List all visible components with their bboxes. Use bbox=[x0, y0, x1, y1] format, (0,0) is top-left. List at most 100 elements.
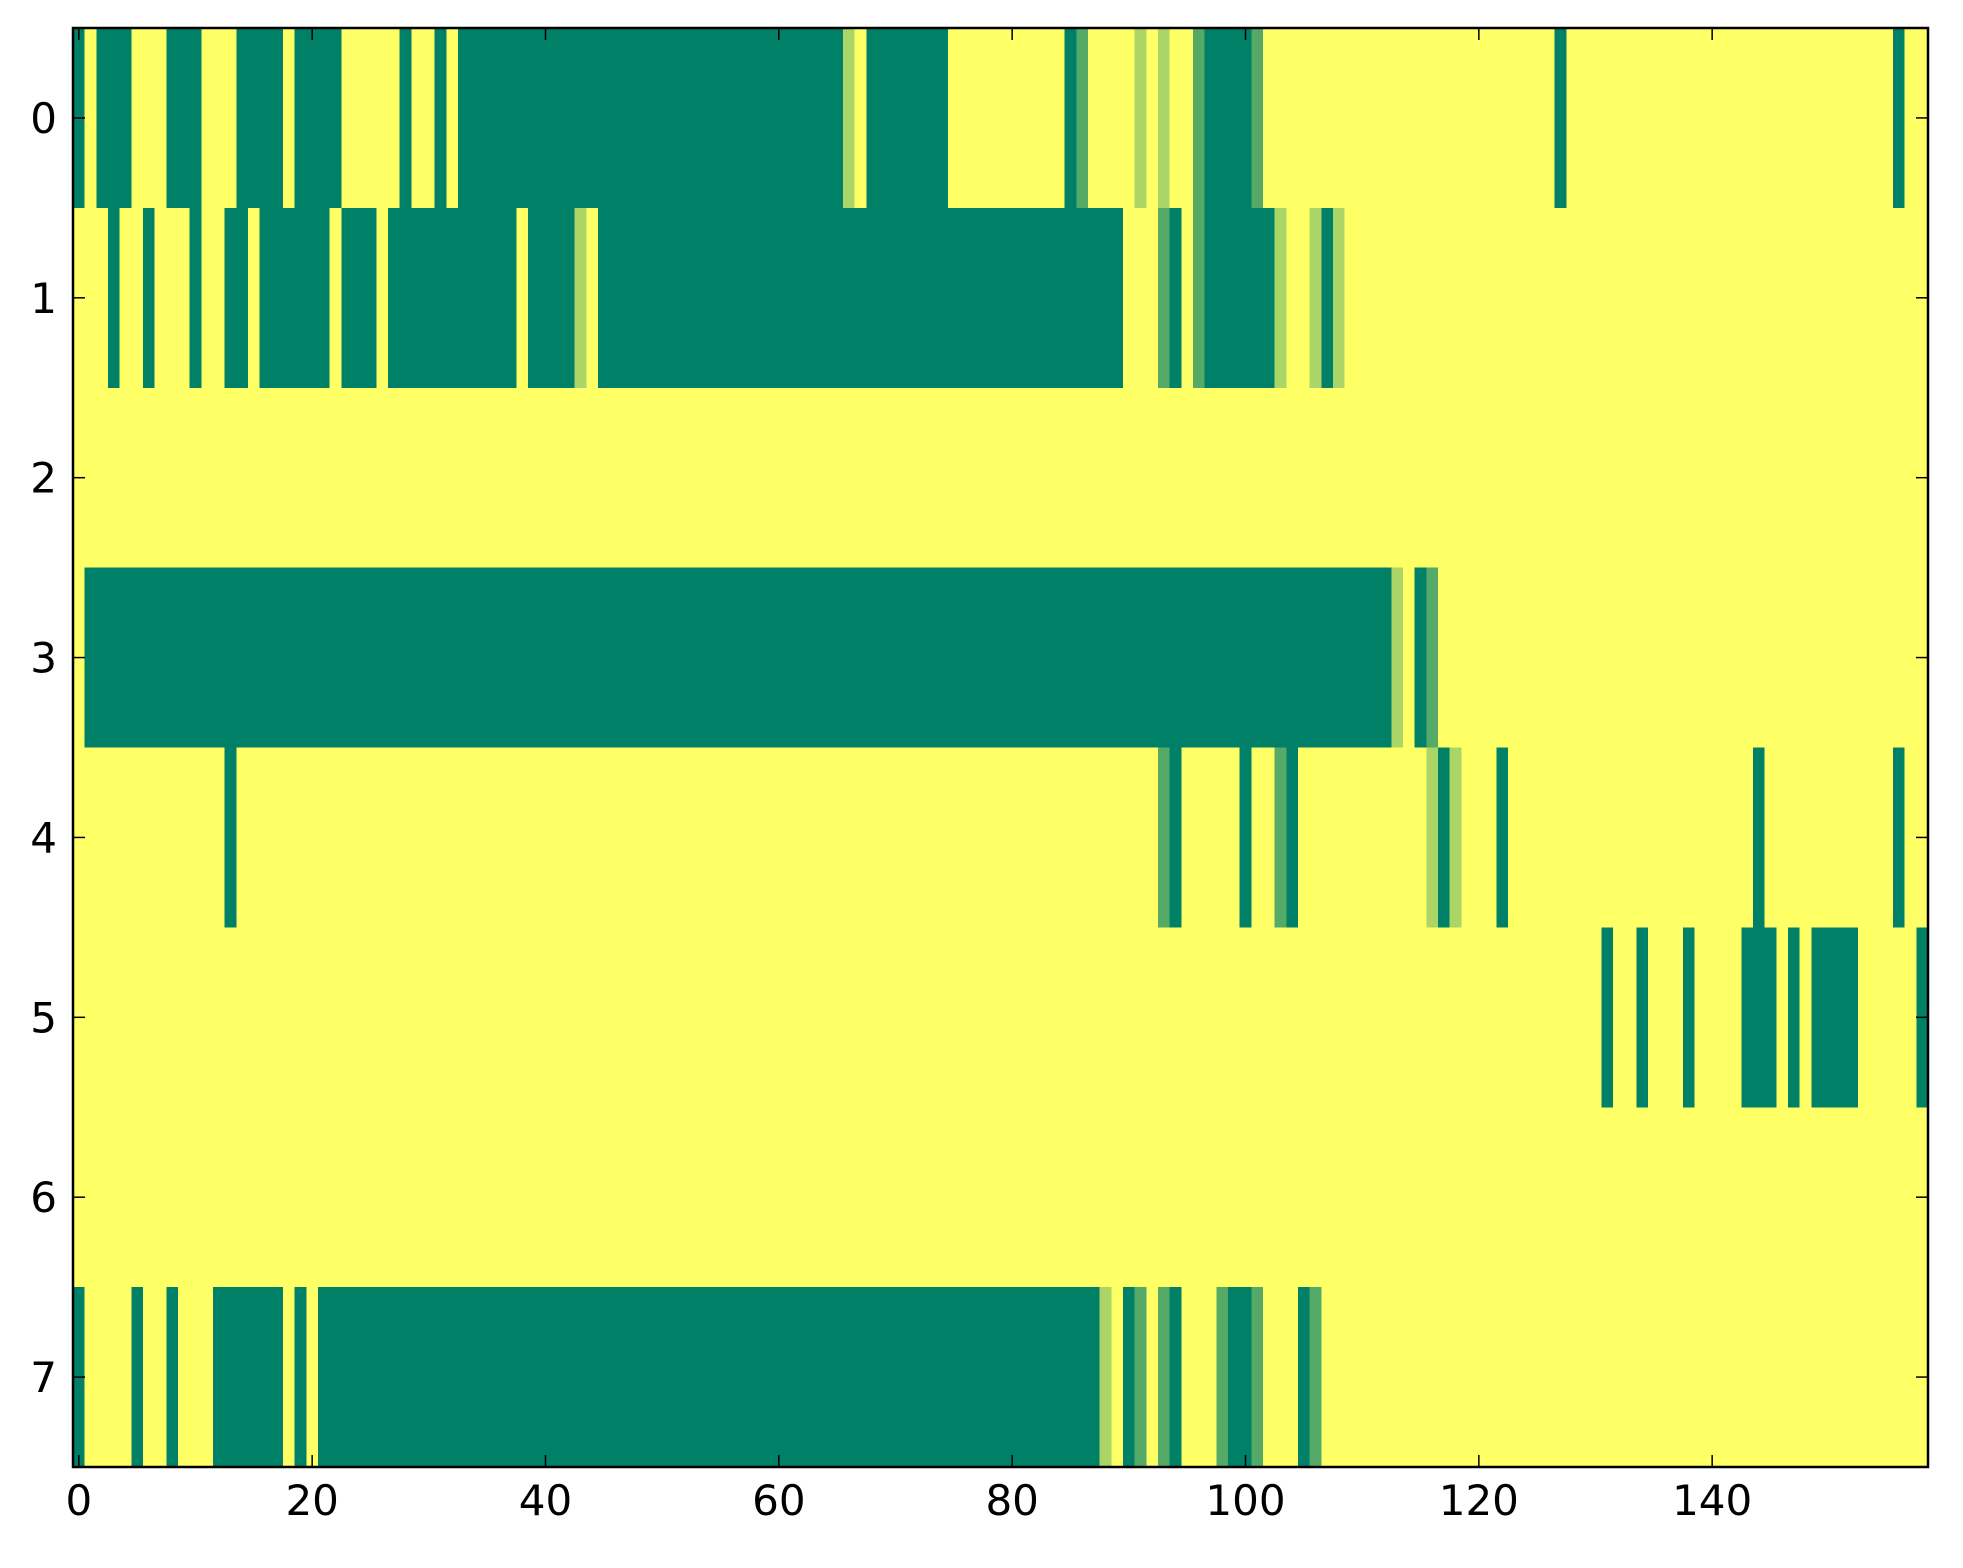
heatmap-cell bbox=[1788, 28, 1801, 209]
heatmap-cell bbox=[96, 567, 109, 749]
heatmap-cell bbox=[1601, 567, 1614, 749]
heatmap-cell bbox=[1099, 1287, 1112, 1468]
heatmap-cell bbox=[213, 387, 226, 569]
heatmap-cell bbox=[1064, 567, 1077, 749]
heatmap-cell bbox=[1006, 207, 1019, 389]
heatmap-cell bbox=[621, 747, 634, 928]
heatmap-cell bbox=[761, 387, 774, 569]
heatmap-cell bbox=[609, 28, 622, 209]
heatmap-cell bbox=[1076, 747, 1089, 928]
heatmap-cell bbox=[1811, 567, 1824, 749]
x-tick-label: 100 bbox=[1205, 1476, 1285, 1525]
heatmap-cell bbox=[1379, 207, 1392, 389]
heatmap-cell bbox=[294, 747, 307, 928]
heatmap-cell bbox=[1706, 567, 1719, 749]
heatmap-cell bbox=[889, 927, 902, 1108]
heatmap-cell bbox=[1461, 927, 1474, 1108]
heatmap-cell bbox=[1566, 1287, 1579, 1468]
heatmap-cell bbox=[1181, 567, 1194, 749]
heatmap-cell bbox=[563, 567, 576, 749]
heatmap-cell bbox=[1706, 1287, 1719, 1468]
heatmap-cell bbox=[796, 1107, 809, 1288]
heatmap-cell bbox=[1776, 927, 1789, 1108]
heatmap-cell bbox=[178, 1287, 191, 1468]
heatmap-cell bbox=[1578, 28, 1591, 209]
heatmap-cell bbox=[96, 927, 109, 1108]
x-tick-label: 140 bbox=[1672, 1476, 1752, 1525]
heatmap-cell bbox=[1041, 1287, 1054, 1468]
heatmap-cell bbox=[1239, 1287, 1252, 1468]
heatmap-cell bbox=[621, 28, 634, 209]
heatmap-cell bbox=[213, 1107, 226, 1288]
heatmap-cell bbox=[271, 387, 284, 569]
heatmap-cell bbox=[1053, 207, 1066, 389]
heatmap-cell bbox=[1438, 567, 1451, 749]
heatmap-cell bbox=[773, 1107, 786, 1288]
heatmap-cell bbox=[1519, 387, 1532, 569]
heatmap-cell bbox=[1566, 387, 1579, 569]
heatmap-cell bbox=[784, 1107, 797, 1288]
heatmap-cell bbox=[119, 1287, 132, 1468]
heatmap-cell bbox=[248, 28, 261, 209]
heatmap-cell bbox=[1169, 1107, 1182, 1288]
heatmap-cell bbox=[364, 207, 377, 389]
heatmap-cell bbox=[1543, 207, 1556, 389]
heatmap-cell bbox=[854, 1287, 867, 1468]
heatmap-cell bbox=[773, 567, 786, 749]
heatmap-cell bbox=[1706, 747, 1719, 928]
heatmap-cell bbox=[504, 567, 517, 749]
heatmap-cell bbox=[283, 567, 296, 749]
heatmap-cell bbox=[913, 28, 926, 209]
heatmap-cell bbox=[1764, 747, 1777, 928]
heatmap-cell bbox=[1461, 387, 1474, 569]
heatmap-cell bbox=[1193, 28, 1206, 209]
heatmap-cell bbox=[1088, 1107, 1101, 1288]
heatmap-cell bbox=[761, 1287, 774, 1468]
heatmap-cell bbox=[1484, 28, 1497, 209]
heatmap-cell bbox=[586, 927, 599, 1108]
heatmap-cell bbox=[539, 1287, 552, 1468]
heatmap-cell bbox=[1029, 927, 1042, 1108]
heatmap-cell bbox=[248, 747, 261, 928]
heatmap-cell bbox=[703, 567, 716, 749]
heatmap-cell bbox=[1881, 567, 1894, 749]
heatmap-cell bbox=[808, 747, 821, 928]
heatmap-cell bbox=[1181, 747, 1194, 928]
heatmap-cell bbox=[1613, 28, 1626, 209]
heatmap-cell bbox=[1239, 927, 1252, 1108]
heatmap-cell bbox=[656, 1107, 669, 1288]
heatmap-cell bbox=[423, 207, 436, 389]
heatmap-cell bbox=[423, 927, 436, 1108]
heatmap-cell bbox=[1519, 567, 1532, 749]
heatmap-cell bbox=[1158, 28, 1171, 209]
heatmap-cell bbox=[913, 207, 926, 389]
heatmap-cell bbox=[621, 1107, 634, 1288]
heatmap-cell bbox=[889, 567, 902, 749]
heatmap-cell bbox=[1321, 387, 1334, 569]
heatmap-cell bbox=[621, 207, 634, 389]
heatmap-cell bbox=[1368, 1287, 1381, 1468]
heatmap-cell bbox=[411, 207, 424, 389]
heatmap-cell bbox=[598, 927, 611, 1108]
heatmap-cell bbox=[1893, 387, 1906, 569]
heatmap-cell bbox=[1648, 927, 1661, 1108]
heatmap-cell bbox=[796, 927, 809, 1108]
heatmap-cell bbox=[1251, 387, 1264, 569]
heatmap-cell bbox=[831, 28, 844, 209]
heatmap-cell bbox=[1134, 1107, 1147, 1288]
heatmap-cell bbox=[166, 567, 179, 749]
heatmap-cell bbox=[1146, 387, 1159, 569]
heatmap-cell bbox=[609, 207, 622, 389]
heatmap-cell bbox=[1344, 28, 1357, 209]
heatmap-cell bbox=[668, 747, 681, 928]
heatmap-cell bbox=[738, 927, 751, 1108]
heatmap-cell bbox=[399, 1287, 412, 1468]
heatmap-cell bbox=[364, 28, 377, 209]
heatmap-cell bbox=[1158, 927, 1171, 1108]
heatmap-cell bbox=[1683, 28, 1696, 209]
heatmap-cell bbox=[1869, 28, 1882, 209]
heatmap-cell bbox=[1694, 567, 1707, 749]
heatmap-cell bbox=[224, 28, 237, 209]
heatmap-cell bbox=[1613, 747, 1626, 928]
heatmap-cell bbox=[959, 207, 972, 389]
